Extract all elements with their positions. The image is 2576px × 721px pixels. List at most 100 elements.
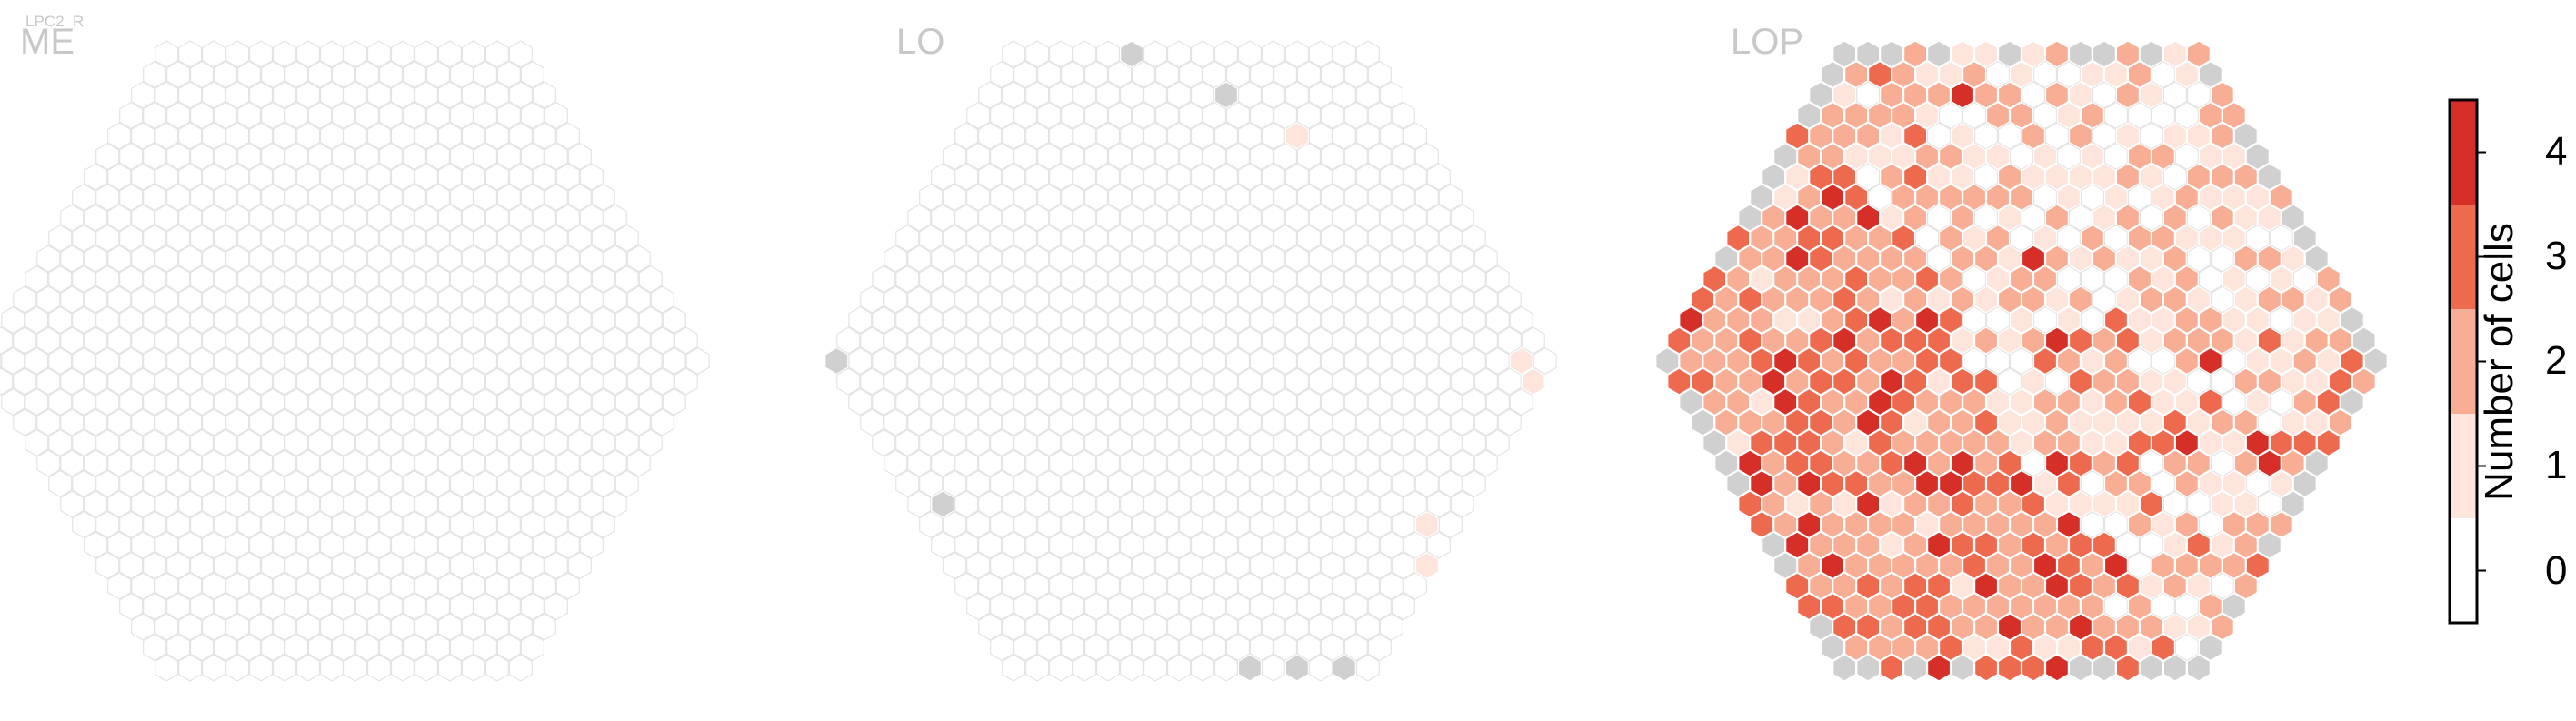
hex-cell (532, 245, 556, 273)
hex-cell (1202, 265, 1227, 294)
hex-cell (520, 633, 544, 662)
hex-cell (1462, 305, 1486, 335)
hex-cell (1951, 81, 1975, 109)
hex-cell (2032, 428, 2058, 457)
hex-cell (532, 490, 556, 518)
hex-cell (60, 204, 85, 232)
hex-cell (131, 613, 155, 641)
hex-cell (2186, 81, 2211, 109)
hex-cell (119, 469, 144, 498)
hex-cell (884, 449, 908, 477)
colorbar-bin-0 (2450, 518, 2477, 623)
hex-cell (1856, 408, 1881, 436)
hex-cell (2127, 633, 2152, 662)
hex-cell (319, 613, 344, 641)
hex-cell (214, 183, 238, 212)
hex-cell (508, 163, 533, 191)
hex-cell (343, 40, 368, 68)
hex-cell (449, 142, 474, 171)
hex-cell (2115, 490, 2140, 518)
hex-cell (1426, 285, 1451, 314)
hex-cell (449, 510, 474, 539)
hex-cell (1131, 265, 1156, 294)
hex-cell (1025, 326, 1050, 355)
hex-cell (1414, 551, 1439, 580)
hex-cell (1072, 122, 1097, 150)
hex-cell (520, 60, 544, 89)
hex-cell (1497, 285, 1522, 314)
hex-cell (2233, 204, 2258, 232)
hex-cell (1083, 183, 1109, 212)
hex-cell (931, 408, 955, 436)
hex-cell (1379, 572, 1403, 600)
hex-cell (307, 60, 333, 89)
hex-cell (1809, 81, 1833, 109)
hex-cell (1048, 81, 1073, 109)
hex-cell (2127, 387, 2152, 416)
hex-cell (2056, 305, 2081, 335)
hex-cell (1509, 387, 1533, 416)
hex-cell (1426, 245, 1451, 273)
hex-cell (273, 449, 297, 477)
hex-cell (25, 305, 49, 335)
hex-cell (2151, 592, 2175, 621)
colorbar-label: Number of cells (2477, 223, 2521, 501)
hex-cell (848, 305, 873, 335)
hex-cell (626, 245, 651, 273)
hex-cell (2151, 469, 2175, 498)
hex-cell (261, 60, 285, 89)
hex-cell (1166, 122, 1192, 150)
hex-cell (107, 163, 132, 191)
hex-cell (2115, 572, 2140, 600)
hex-cell (2092, 326, 2116, 355)
hex-cell (1450, 245, 1474, 273)
hex-cell (1880, 245, 1904, 273)
hex-cell (72, 469, 96, 498)
hex-cell (603, 285, 627, 314)
hex-cell (2233, 449, 2258, 477)
hex-cell (2032, 510, 2058, 539)
hex-cell (1773, 224, 1798, 253)
hex-cell (1785, 245, 1810, 273)
hex-cell (614, 224, 639, 253)
hex-cell (1762, 490, 1786, 518)
hex-cell (1497, 408, 1522, 436)
hex-cell (131, 163, 155, 191)
hex-cell (978, 81, 1003, 109)
hex-cell (1892, 346, 1916, 376)
hex-cell (319, 572, 344, 600)
hex-cell (1308, 572, 1333, 600)
hex-cell (2139, 531, 2163, 559)
hex-cell (2174, 387, 2199, 416)
hex-cell (1190, 245, 1215, 273)
hex-cell (1107, 387, 1133, 416)
hex-cell (249, 245, 274, 273)
hex-cell (2068, 613, 2092, 641)
hex-cell (1915, 469, 1940, 498)
hex-cell (943, 387, 967, 416)
hex-cell (1797, 101, 1822, 130)
hex-cell (1951, 531, 1975, 559)
hex-cell (461, 613, 486, 641)
hex-cell (1414, 224, 1439, 253)
hex-cell (48, 224, 73, 253)
hex-cell (84, 449, 108, 477)
hex-cell (1190, 204, 1215, 232)
hex-cell (978, 245, 1003, 273)
hex-cell (343, 163, 368, 191)
hex-cell (1083, 633, 1109, 662)
hex-cell (484, 245, 509, 273)
hex-cell (1438, 305, 1463, 335)
hex-cell (307, 469, 333, 498)
hex-cell (1509, 305, 1533, 335)
hex-cell (461, 245, 486, 273)
hex-cell (190, 469, 215, 498)
hex-cell (2316, 387, 2341, 416)
cell-type-label: LPC2_R (25, 13, 85, 30)
hex-cell (331, 346, 356, 376)
hex-cell (354, 428, 380, 457)
hex-cell (1308, 531, 1333, 559)
hex-cell (954, 245, 979, 273)
hex-cell (390, 613, 414, 641)
hex-cell (1485, 265, 1510, 294)
